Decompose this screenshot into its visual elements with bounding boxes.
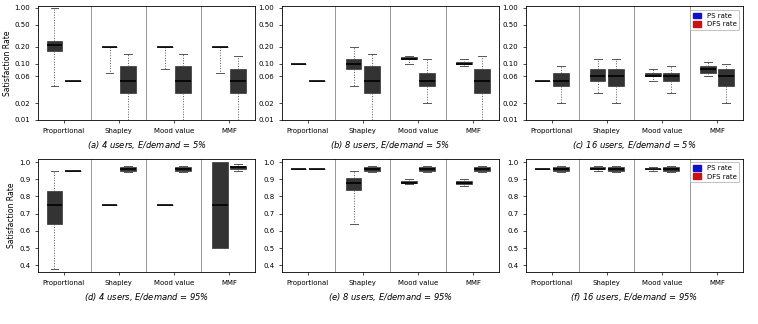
PathPatch shape xyxy=(608,69,624,86)
PathPatch shape xyxy=(456,62,471,64)
PathPatch shape xyxy=(475,167,490,171)
PathPatch shape xyxy=(553,73,568,86)
PathPatch shape xyxy=(364,167,380,171)
PathPatch shape xyxy=(120,66,136,93)
PathPatch shape xyxy=(401,181,417,183)
X-axis label: (c) 16 users, $E$/demand = 5%: (c) 16 users, $E$/demand = 5% xyxy=(572,139,697,151)
PathPatch shape xyxy=(475,69,490,93)
PathPatch shape xyxy=(719,69,734,86)
X-axis label: (a) 4 users, $E$/demand = 5%: (a) 4 users, $E$/demand = 5% xyxy=(86,139,206,151)
PathPatch shape xyxy=(364,66,380,93)
PathPatch shape xyxy=(645,73,661,76)
Legend: PS rate, DFS rate: PS rate, DFS rate xyxy=(690,10,739,30)
X-axis label: (d) 4 users, $E$/demand = 95%: (d) 4 users, $E$/demand = 95% xyxy=(83,291,209,303)
PathPatch shape xyxy=(401,57,417,59)
PathPatch shape xyxy=(419,73,435,86)
PathPatch shape xyxy=(175,167,191,171)
PathPatch shape xyxy=(608,167,624,171)
X-axis label: (f) 16 users, $E$/demand = 95%: (f) 16 users, $E$/demand = 95% xyxy=(570,291,698,303)
PathPatch shape xyxy=(700,66,716,73)
PathPatch shape xyxy=(456,181,471,184)
Y-axis label: Satisfaction Rate: Satisfaction Rate xyxy=(8,183,16,248)
PathPatch shape xyxy=(47,41,62,51)
PathPatch shape xyxy=(120,167,136,171)
PathPatch shape xyxy=(212,162,227,248)
PathPatch shape xyxy=(719,167,734,171)
PathPatch shape xyxy=(590,167,606,169)
Y-axis label: Satisfaction Rate: Satisfaction Rate xyxy=(3,30,11,96)
PathPatch shape xyxy=(419,167,435,171)
Legend: PS rate, DFS rate: PS rate, DFS rate xyxy=(690,162,739,182)
PathPatch shape xyxy=(230,166,246,169)
X-axis label: (e) 8 users, $E$/demand = 95%: (e) 8 users, $E$/demand = 95% xyxy=(328,291,453,303)
PathPatch shape xyxy=(346,178,362,190)
PathPatch shape xyxy=(590,69,606,81)
PathPatch shape xyxy=(663,73,679,81)
PathPatch shape xyxy=(47,191,62,224)
PathPatch shape xyxy=(700,167,716,169)
PathPatch shape xyxy=(175,66,191,93)
PathPatch shape xyxy=(346,59,362,69)
PathPatch shape xyxy=(230,69,246,93)
PathPatch shape xyxy=(663,167,679,171)
PathPatch shape xyxy=(553,167,568,171)
X-axis label: (b) 8 users, $E$/demand = 5%: (b) 8 users, $E$/demand = 5% xyxy=(330,139,450,151)
